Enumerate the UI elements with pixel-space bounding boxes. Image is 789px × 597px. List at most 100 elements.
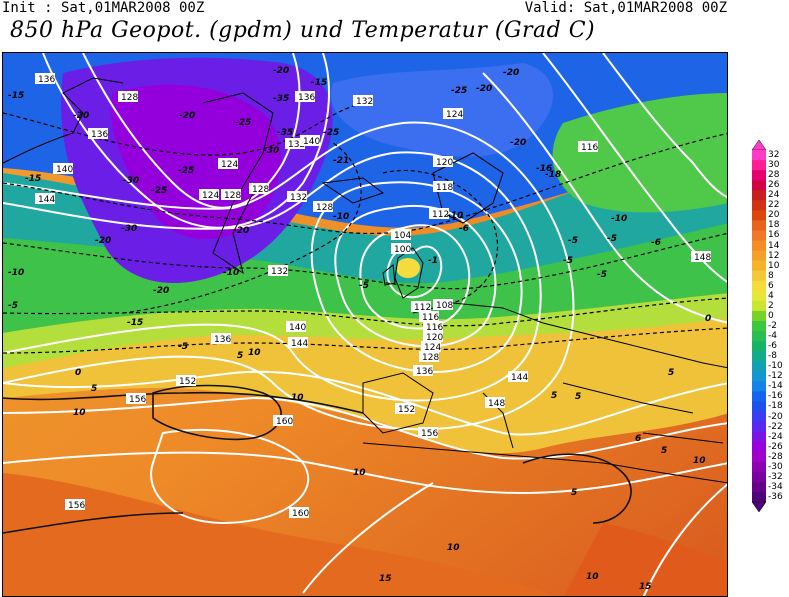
temp-label: -20 — [273, 66, 289, 76]
geo-label: 118 — [436, 183, 453, 193]
geo-label-bg — [421, 341, 441, 352]
geo-label-bg — [176, 375, 196, 386]
geo-label-bg — [118, 91, 138, 102]
geo-label: 116 — [426, 323, 443, 333]
geo-label-bg — [508, 371, 528, 382]
geo-label-bg — [53, 163, 73, 174]
colorbar-cell — [752, 341, 766, 352]
temp-label: -25 — [151, 186, 167, 196]
colorbar-cell — [752, 240, 766, 251]
colorbar-cell — [752, 351, 766, 362]
colorbar-cell — [752, 411, 766, 422]
geo-label-bg — [433, 156, 453, 167]
geo-label-bg — [423, 321, 443, 332]
temp-label: -25 — [178, 166, 194, 176]
contour-east-3 — [602, 53, 727, 199]
colorbar-cell — [752, 280, 766, 292]
temp-label: -25 — [323, 128, 339, 138]
geopotential-contours — [3, 53, 727, 596]
colorbar-cell — [752, 170, 766, 181]
colorbar-cell — [752, 491, 766, 503]
colorbar-label: 14 — [768, 240, 780, 251]
init-time-label: Init : Sat,01MAR2008 00Z — [2, 0, 205, 16]
geo-label-bg — [443, 108, 463, 119]
temp-label: -10 — [447, 211, 463, 221]
geopotential-label-group: 136 128 136 140 144 124 124 132 128 128 … — [35, 73, 711, 519]
contour-south-2 — [642, 483, 727, 596]
colorbar-cell — [752, 320, 766, 332]
temperature-isotherms — [3, 102, 727, 354]
geo-label-bg — [395, 403, 415, 414]
colorbar-label: 30 — [768, 160, 780, 171]
colorbar-cell — [752, 431, 766, 442]
geo-label-bg — [353, 95, 373, 106]
geo-label-bg — [413, 365, 433, 376]
geo-label-bg — [433, 181, 453, 192]
geo-label: 156 — [68, 501, 85, 511]
geo-label: 136 — [38, 75, 55, 85]
geo-label-bg — [485, 397, 505, 408]
geo-label-bg — [433, 299, 453, 310]
colorbar-label: 16 — [768, 230, 780, 241]
geo-label-bg — [419, 311, 439, 322]
contour-132 — [82, 53, 301, 209]
colorbar-label: -16 — [768, 391, 783, 402]
temp-label: -30 — [121, 224, 137, 234]
geo-label: 152 — [179, 377, 196, 387]
colorbar-label: -10 — [768, 361, 783, 372]
colorbar-cell — [752, 471, 766, 483]
contour-152 — [3, 396, 727, 460]
colorbar-cells — [752, 140, 766, 512]
geo-label-bg — [199, 189, 219, 200]
colorbar-label: -14 — [768, 381, 783, 392]
isotherm-neg5-b — [382, 169, 499, 304]
contour-144 — [3, 370, 727, 436]
geo-label-bg — [268, 265, 288, 276]
geo-label-bg — [429, 208, 449, 219]
coast-uk — [394, 247, 424, 299]
temp-label: -15 — [25, 174, 41, 184]
geo-label: 112 — [432, 210, 449, 220]
coast-greenland-w — [3, 77, 124, 164]
temp-field-magenta — [111, 84, 282, 240]
temp-label: -25 — [451, 86, 467, 96]
geo-label: 156 — [421, 429, 438, 439]
temp-label: -16 — [536, 164, 552, 174]
colorbar-label: 32 — [768, 150, 780, 161]
map-title: 850 hPa Geopot. (gpdm) und Temperatur (G… — [10, 18, 596, 43]
geo-label-bg — [221, 189, 241, 200]
temp-label: -20 — [476, 84, 492, 94]
geo-label-bg — [285, 138, 305, 149]
geo-label: 112 — [414, 303, 431, 313]
temp-label: 10 — [586, 572, 599, 582]
geo-label: 148 — [488, 399, 505, 409]
geo-label-bg — [423, 331, 443, 342]
geo-label: 144 — [38, 195, 55, 205]
geo-label: 132 — [288, 140, 305, 150]
colorbar-label: 20 — [768, 210, 780, 221]
geo-label-bg — [391, 229, 411, 240]
colorbar-cell — [752, 421, 766, 432]
isotherm-neg5 — [3, 232, 727, 290]
colorbar-label: -34 — [768, 481, 783, 492]
isotherm-neg15 — [122, 142, 362, 314]
coast-europe-north — [412, 302, 727, 369]
geo-label: 128 — [316, 203, 333, 213]
isotherm-neg10 — [3, 132, 727, 235]
temp-label: 10 — [248, 348, 261, 358]
geo-label: 136 — [91, 130, 108, 140]
geo-label: 132 — [290, 193, 307, 203]
geo-label: 124 — [221, 160, 238, 170]
geo-label-bg — [289, 507, 309, 518]
temp-label: -5 — [178, 342, 188, 352]
colorbar-cell — [752, 200, 766, 211]
geo-label-bg — [218, 158, 238, 169]
colorbar-label: -8 — [768, 351, 777, 362]
temp-label: -20 — [73, 111, 89, 121]
geo-label: 124 — [424, 343, 441, 353]
temp-label: -35 — [277, 128, 293, 138]
temp-label: 10 — [291, 393, 304, 403]
geo-label-bg — [249, 183, 269, 194]
colorbar-cell — [752, 300, 766, 312]
colorbar-label: 18 — [768, 220, 780, 231]
